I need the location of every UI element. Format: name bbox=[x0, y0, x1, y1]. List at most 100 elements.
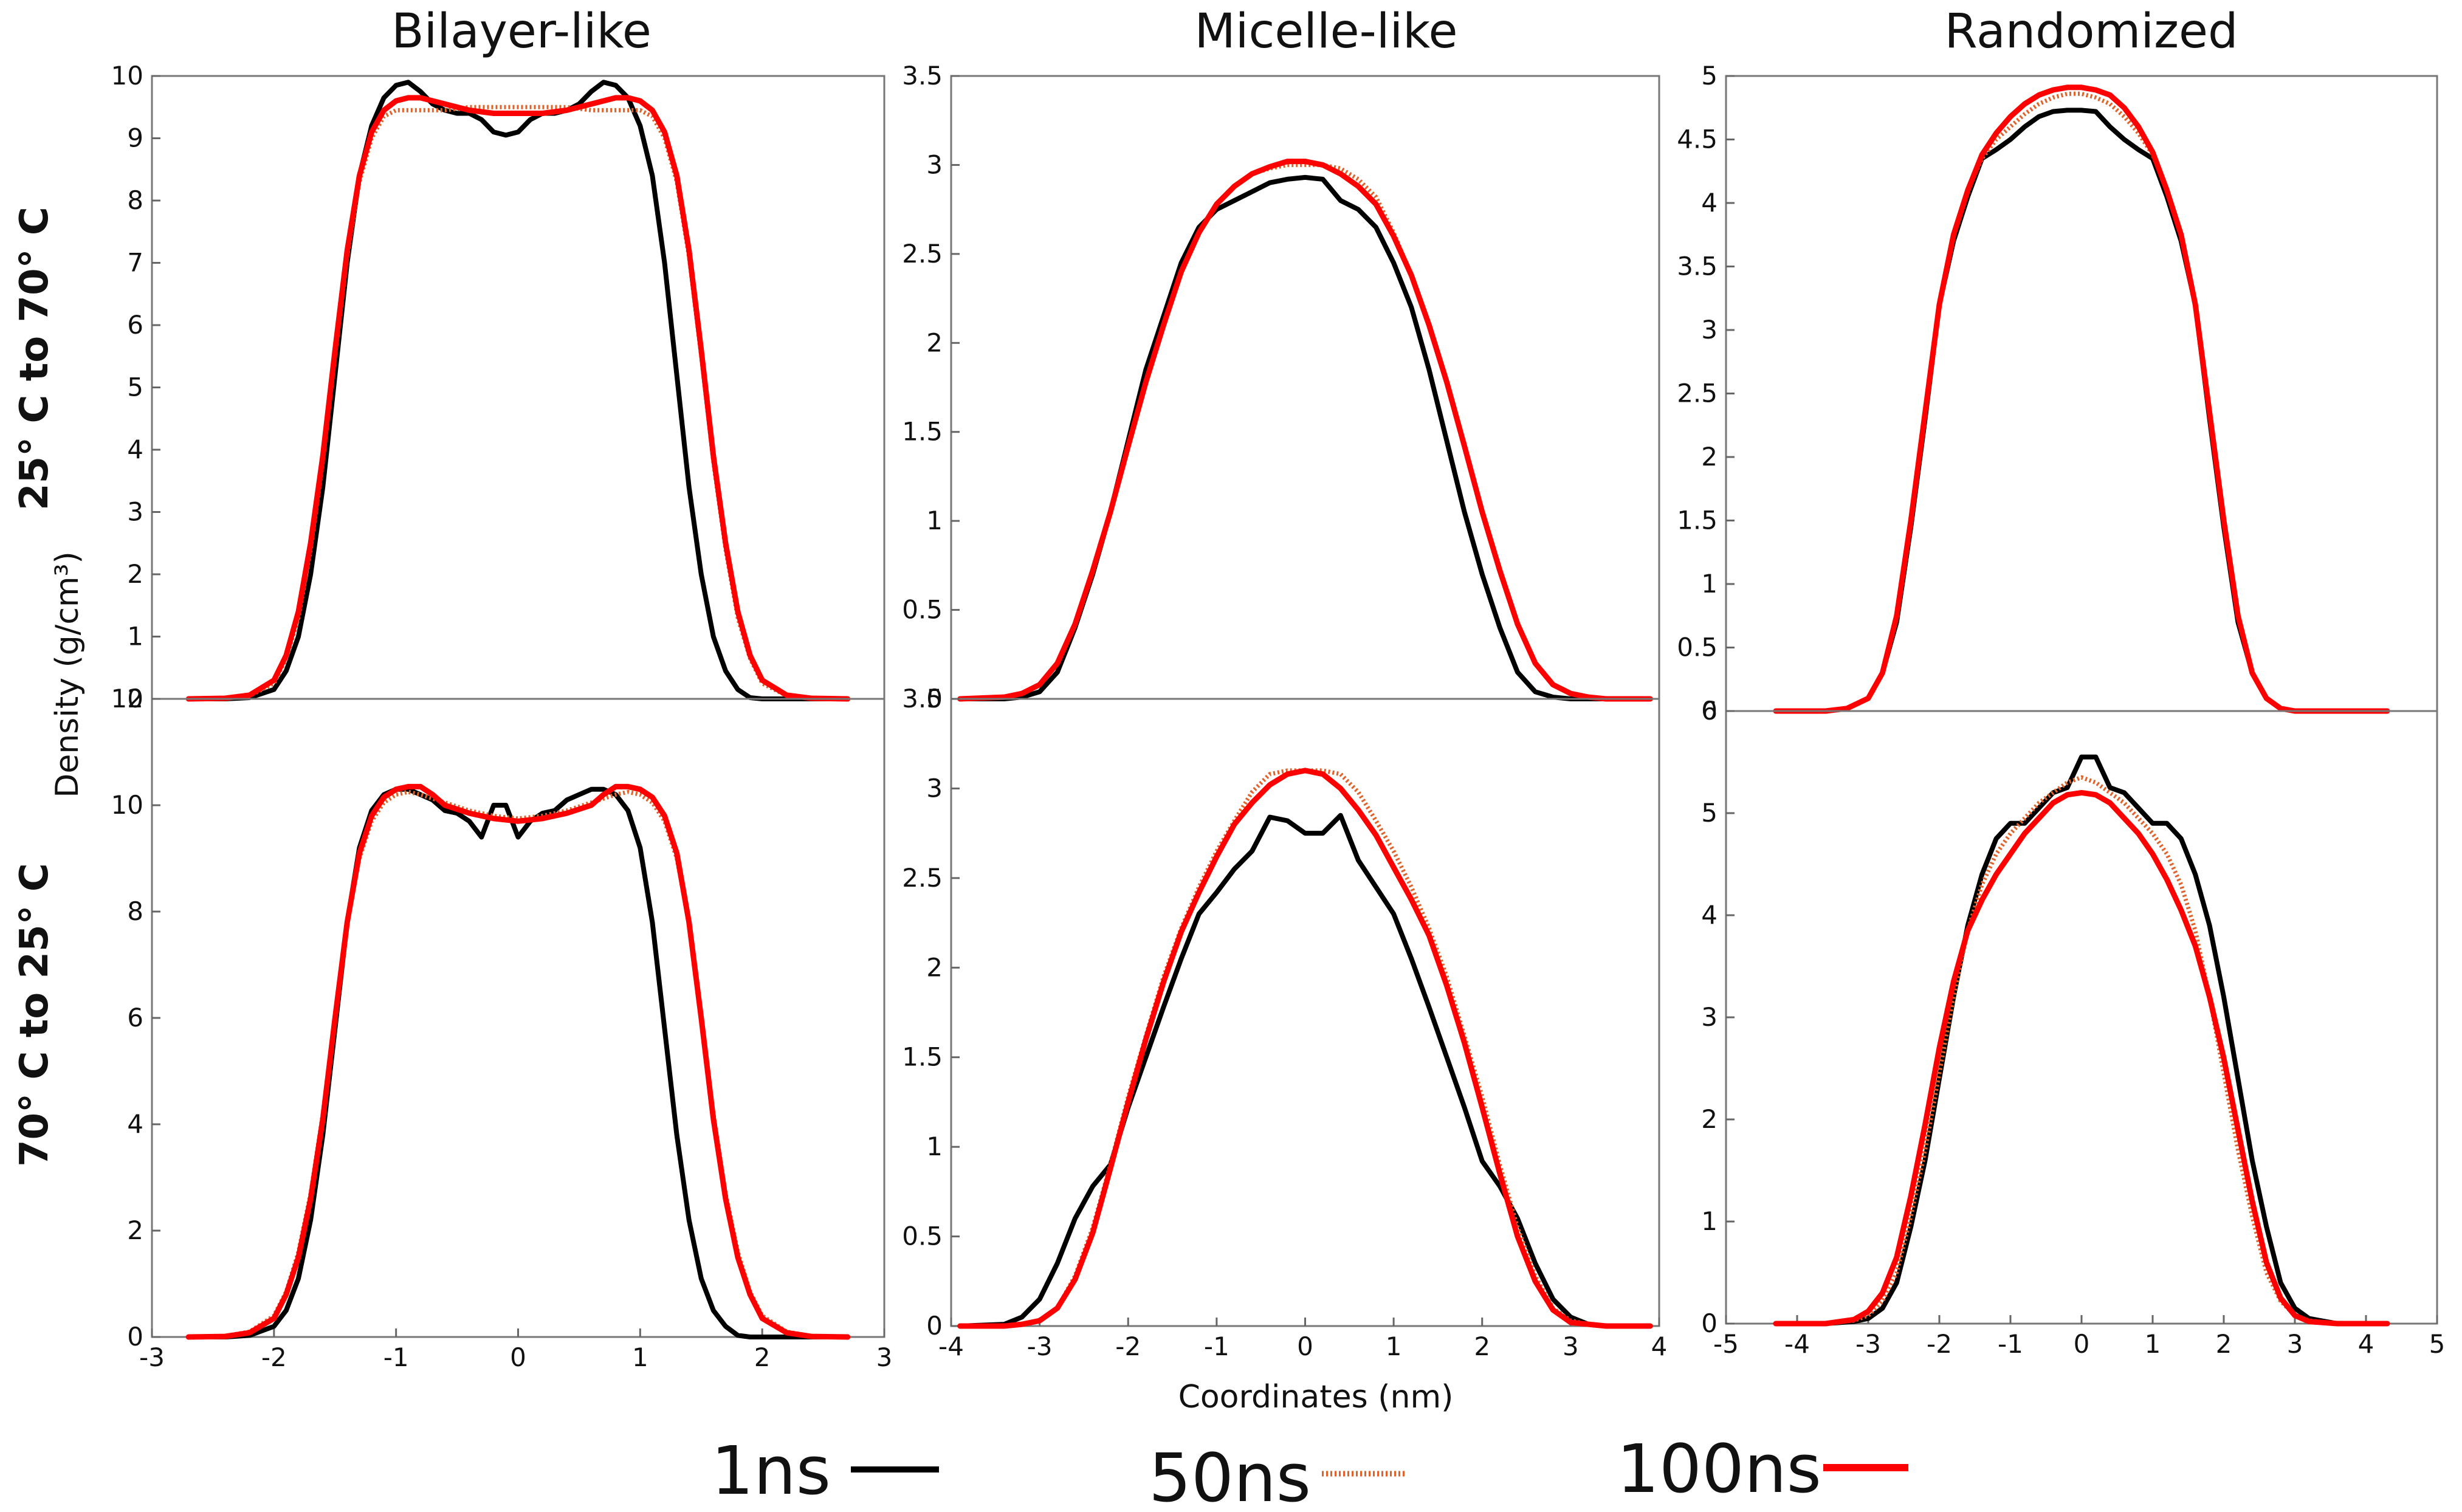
panel-r1-c2: 0 1 2 3 4 5 6 -5 -4 -3 -2 -1 0 1 2 3 4 5 bbox=[1701, 696, 2445, 1359]
plot-frame bbox=[151, 75, 885, 700]
x-tick-label: 0 bbox=[510, 1342, 526, 1372]
plot-frame bbox=[1725, 75, 2438, 712]
y-tick-label: 0.5 bbox=[902, 595, 943, 625]
x-tick-label: -4 bbox=[938, 1332, 964, 1361]
y-tick-label: 2.5 bbox=[1677, 379, 1718, 408]
plot-frame bbox=[151, 698, 885, 1338]
x-tick-label: 2 bbox=[754, 1342, 771, 1372]
series-line-50ns bbox=[188, 105, 848, 701]
column-title-randomized: Randomized bbox=[1944, 4, 2238, 59]
y-tick-label: 1.5 bbox=[1677, 506, 1718, 535]
plot-frame bbox=[1725, 710, 2438, 1325]
y-tick-label: 0.5 bbox=[902, 1222, 943, 1251]
y-tick-label: 1 bbox=[127, 622, 143, 651]
x-tick-label: -1 bbox=[1998, 1329, 2023, 1359]
y-tick-label: 0 bbox=[127, 1322, 143, 1352]
x-tick-label: 4 bbox=[1651, 1332, 1668, 1361]
plot-frame bbox=[950, 75, 1660, 700]
column-title-micelle: Micelle-like bbox=[1194, 4, 1457, 59]
y-tick-label: 3 bbox=[926, 773, 943, 803]
panels: 01234567891000.511.522.533.500.511.522.5… bbox=[111, 61, 2446, 1372]
y-tick-label: 0 bbox=[1701, 1308, 1718, 1338]
series-line-100ns bbox=[1773, 789, 2390, 1327]
y-tick-label: 0.5 bbox=[1677, 633, 1718, 662]
x-tick-label: 2 bbox=[2216, 1329, 2232, 1359]
series-line-50ns bbox=[1775, 91, 2388, 713]
y-tick-label: 6 bbox=[127, 310, 143, 340]
series-line-1ns bbox=[957, 813, 1653, 1328]
x-tick-label: 0 bbox=[2074, 1329, 2090, 1359]
series-line-50ns bbox=[960, 162, 1651, 701]
panel-r0-c2: 0 0.5 1 1.5 2 2.5 3 3.5 4 4.5 5 bbox=[1677, 61, 2438, 726]
x-tick-label: 1 bbox=[2145, 1329, 2161, 1359]
y-tick-label: 2.5 bbox=[902, 239, 943, 269]
legend-label-100ns: 100ns bbox=[1617, 1430, 1821, 1508]
y-tick-label: 8 bbox=[127, 896, 143, 926]
panel-r0-c1: 0 0.5 1 1.5 2 2.5 3 3.5 bbox=[902, 61, 1660, 713]
x-tick-label: 5 bbox=[2429, 1329, 2446, 1359]
y-tick-label: 9 bbox=[127, 123, 143, 153]
plot-frame bbox=[950, 698, 1660, 1327]
y-tick-label: 5 bbox=[1701, 798, 1718, 828]
series-line-100ns bbox=[957, 159, 1653, 702]
y-tick-label: 4 bbox=[1701, 900, 1718, 930]
y-tick-label: 0 bbox=[1701, 696, 1718, 726]
y-tick-label: 2 bbox=[1701, 442, 1718, 472]
series-line-50ns bbox=[1775, 775, 2388, 1326]
y-tick-label: 1.5 bbox=[902, 417, 943, 447]
y-tick-label: 3.5 bbox=[902, 61, 943, 91]
y-tick-label: 7 bbox=[127, 248, 143, 278]
y-tick-label: 12 bbox=[111, 684, 143, 713]
y-tick-label: 1 bbox=[1701, 1206, 1718, 1236]
x-tick-label: -2 bbox=[1927, 1329, 1952, 1359]
x-tick-label: -3 bbox=[1027, 1332, 1053, 1361]
y-tick-label: 3.5 bbox=[902, 684, 943, 713]
y-tick-label: 10 bbox=[111, 61, 143, 91]
y-tick-label: 4.5 bbox=[1677, 125, 1718, 154]
y-tick-label: 1 bbox=[1701, 569, 1718, 599]
series-line-1ns bbox=[957, 174, 1653, 701]
y-tick-label: 2 bbox=[926, 328, 943, 357]
x-tick-label: -3 bbox=[1855, 1329, 1881, 1359]
y-tick-label: 2 bbox=[127, 559, 143, 589]
x-tick-label: 2 bbox=[1474, 1332, 1490, 1361]
y-tick-label: 3 bbox=[1701, 1002, 1718, 1032]
y-tick-label: 6 bbox=[1701, 696, 1718, 726]
y-tick-label: 2 bbox=[1701, 1104, 1718, 1134]
y-tick-label: 3 bbox=[1701, 315, 1718, 345]
panel-r1-c1: 0 0.5 1 1.5 2 2.5 3 3.5 -4 -3 -2 -1 0 1 2 3 4 bbox=[902, 684, 1667, 1361]
y-tick-label: 3 bbox=[127, 497, 143, 527]
y-tick-label: 4 bbox=[127, 435, 143, 464]
y-tick-label: 0 bbox=[127, 684, 143, 713]
y-tick-label: 4 bbox=[127, 1109, 143, 1139]
y-tick-label: 1 bbox=[926, 1132, 943, 1161]
y-tick-label: 6 bbox=[127, 1003, 143, 1033]
x-tick-label: 1 bbox=[1386, 1332, 1402, 1361]
y-tick-label: 5 bbox=[127, 373, 143, 402]
column-title-bilayer: Bilayer-like bbox=[391, 4, 652, 59]
series-line-100ns bbox=[185, 783, 851, 1340]
y-tick-label: 1 bbox=[926, 506, 943, 535]
x-tick-label: 0 bbox=[1297, 1332, 1313, 1361]
x-tick-label: -1 bbox=[383, 1342, 409, 1372]
y-tick-label: 8 bbox=[127, 185, 143, 215]
x-tick-label: 3 bbox=[1563, 1332, 1579, 1361]
legend-label-1ns: 1ns bbox=[711, 1432, 831, 1510]
y-tick-label: 4 bbox=[1701, 188, 1718, 218]
x-tick-label: -2 bbox=[261, 1342, 287, 1372]
series-line-50ns bbox=[188, 789, 848, 1339]
legend-label-50ns: 50ns bbox=[1149, 1439, 1311, 1512]
series-line-100ns bbox=[1773, 84, 2390, 714]
series-line-1ns bbox=[1773, 108, 2390, 713]
x-tick-label: 4 bbox=[2358, 1329, 2374, 1359]
x-axis-title: Coordinates (nm) bbox=[1178, 1379, 1454, 1415]
series-line-1ns bbox=[186, 786, 850, 1339]
x-tick-label: 3 bbox=[2287, 1329, 2303, 1359]
y-tick-label: 0 bbox=[926, 684, 943, 713]
x-tick-label: -1 bbox=[1204, 1332, 1229, 1361]
x-tick-label: 3 bbox=[876, 1342, 893, 1372]
series-line-100ns bbox=[185, 95, 851, 702]
